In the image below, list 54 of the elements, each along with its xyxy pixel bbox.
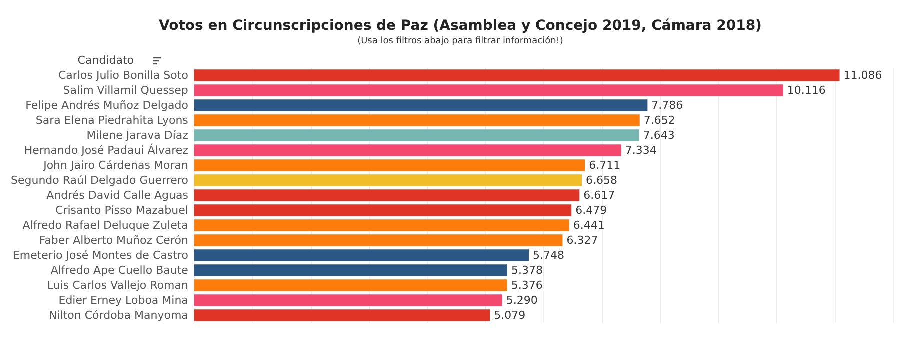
bar (194, 174, 582, 186)
bar (194, 294, 502, 306)
data-label: 7.334 (625, 144, 657, 157)
y-tick-label: Edier Erney Loboa Mina (58, 294, 188, 307)
bar (194, 160, 586, 172)
data-label: 7.786 (652, 99, 684, 112)
y-tick-label: Nilton Córdoba Manyoma (48, 309, 188, 322)
data-label: 5.290 (506, 294, 538, 307)
data-label: 6.327 (566, 234, 598, 247)
data-label: 5.376 (511, 279, 543, 292)
data-label: 6.441 (573, 219, 605, 232)
y-tick-label: Sara Elena Piedrahita Lyons (36, 114, 189, 127)
data-label: 6.658 (586, 174, 618, 187)
bar (194, 70, 840, 82)
y-tick-label: Luis Carlos Vallejo Roman (47, 279, 188, 292)
bar (194, 204, 572, 216)
y-tick-label: Salim Villamil Quessep (63, 84, 188, 97)
bar (194, 84, 784, 96)
y-tick-label: Alfredo Ape Cuello Baute (50, 264, 189, 277)
y-axis-title: Candidato (78, 54, 134, 67)
data-label: 6.617 (584, 189, 616, 202)
bar (194, 250, 530, 262)
y-tick-label: Alfredo Rafael Deluque Zuleta (22, 219, 188, 232)
bar (194, 310, 490, 322)
data-label: 5.748 (533, 249, 565, 262)
bar (194, 280, 508, 292)
data-label: 6.479 (576, 204, 608, 217)
bar (194, 220, 570, 232)
data-label: 11.086 (844, 69, 882, 82)
bar (194, 130, 640, 142)
y-tick-label: Felipe Andrés Muñoz Delgado (26, 99, 189, 112)
y-tick-label: Emeterio José Montes de Castro (12, 249, 189, 262)
y-tick-label: Crisanto Pisso Mazabuel (56, 204, 188, 217)
y-tick-label: Segundo Raúl Delgado Guerrero (10, 174, 189, 187)
data-label: 10.116 (787, 84, 826, 97)
data-label: 7.652 (644, 114, 676, 127)
y-tick-label: Hernando José Padaui Álvarez (24, 143, 189, 157)
data-label: 6.711 (589, 159, 621, 172)
bar (194, 100, 648, 112)
y-tick-label: Milene Jarava Díaz (86, 129, 189, 142)
y-tick-label: Andrés David Calle Aguas (46, 189, 189, 202)
chart-subtitle: (Usa los filtros abajo para filtrar información!) (358, 36, 564, 46)
y-tick-label: Faber Alberto Muñoz Cerón (39, 234, 188, 247)
y-tick-label: John Jairo Cárdenas Moran (42, 159, 188, 172)
bar (194, 234, 563, 246)
bar (194, 114, 640, 126)
bar (194, 190, 580, 202)
chart-title: Votos en Circunscripciones de Paz (Asamblea y Concejo 2019, Cámara 2018) (159, 18, 762, 34)
y-tick-label: Carlos Julio Bonilla Soto (58, 69, 189, 82)
bar (194, 144, 622, 156)
data-label: 5.378 (512, 264, 544, 277)
data-label: 5.079 (494, 309, 526, 322)
data-label: 7.643 (643, 129, 675, 142)
bar (194, 264, 508, 276)
